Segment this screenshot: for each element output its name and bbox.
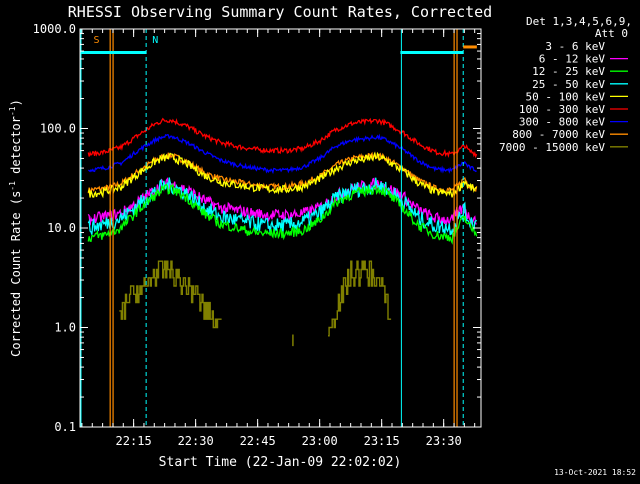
- y-tick-label-1: 1.0: [54, 321, 76, 335]
- series-layer: [87, 117, 478, 347]
- x-axis-label: Start Time (22-Jan-09 22:02:02): [159, 455, 402, 470]
- x-tick-label-1: 22:30: [178, 434, 214, 448]
- legend-label-5: 100 - 300 keV: [519, 103, 605, 116]
- series-line-3: [87, 177, 478, 236]
- y-axis-label: Corrected Count Rate (s-1 detector-1): [8, 99, 23, 357]
- footer-date: 13-Oct-2021 18:52: [554, 468, 636, 477]
- legend-label-3: 25 - 50 keV: [532, 78, 605, 91]
- marker-label-0: S: [94, 35, 100, 46]
- legend-label-6: 300 - 800 keV: [519, 116, 605, 129]
- series-line-6: [88, 133, 477, 175]
- y-tick-label-2: 10.0: [47, 221, 76, 235]
- x-tick-label-4: 23:15: [364, 434, 400, 448]
- series-line-2: [87, 182, 478, 245]
- legend-label-4: 50 - 100 keV: [526, 90, 606, 103]
- x-tick-label-2: 22:45: [240, 434, 276, 448]
- legend-label-7: 800 - 7000 keV: [512, 128, 605, 141]
- series-olive-segment-0: [119, 260, 222, 329]
- legend-header-line-2: Att 0: [595, 27, 628, 40]
- x-tick-label-3: 23:00: [302, 434, 338, 448]
- series-line-0: [87, 201, 477, 275]
- legend-header-line-1: Det 1,3,4,5,6,9,: [526, 15, 632, 28]
- chart-title: RHESSI Observing Summary Count Rates, Co…: [68, 3, 492, 21]
- legend-label-2: 12 - 25 keV: [532, 65, 605, 78]
- x-tick-label-0: 22:15: [116, 434, 152, 448]
- legend-label-1: 6 - 12 keV: [539, 53, 606, 66]
- axes-layer: 0.1 1.0 10.0 100.0 1000.0 22:15 22:30 22:45 23:0…: [33, 22, 481, 448]
- series-line-5: [87, 117, 478, 159]
- series-olive-segment-1: [328, 260, 392, 337]
- legend-label-0: 3 - 6 keV: [545, 40, 605, 53]
- series-line-4: [87, 151, 477, 199]
- y-tick-label-4: 1000.0: [33, 22, 76, 36]
- x-tick-label-5: 23:30: [426, 434, 462, 448]
- y-tick-label-0: 0.1: [54, 420, 76, 434]
- y-tick-label-3: 100.0: [40, 122, 76, 136]
- marker-label-1: N: [152, 35, 158, 46]
- legend-label-8: 7000 - 15000 keV: [499, 141, 605, 154]
